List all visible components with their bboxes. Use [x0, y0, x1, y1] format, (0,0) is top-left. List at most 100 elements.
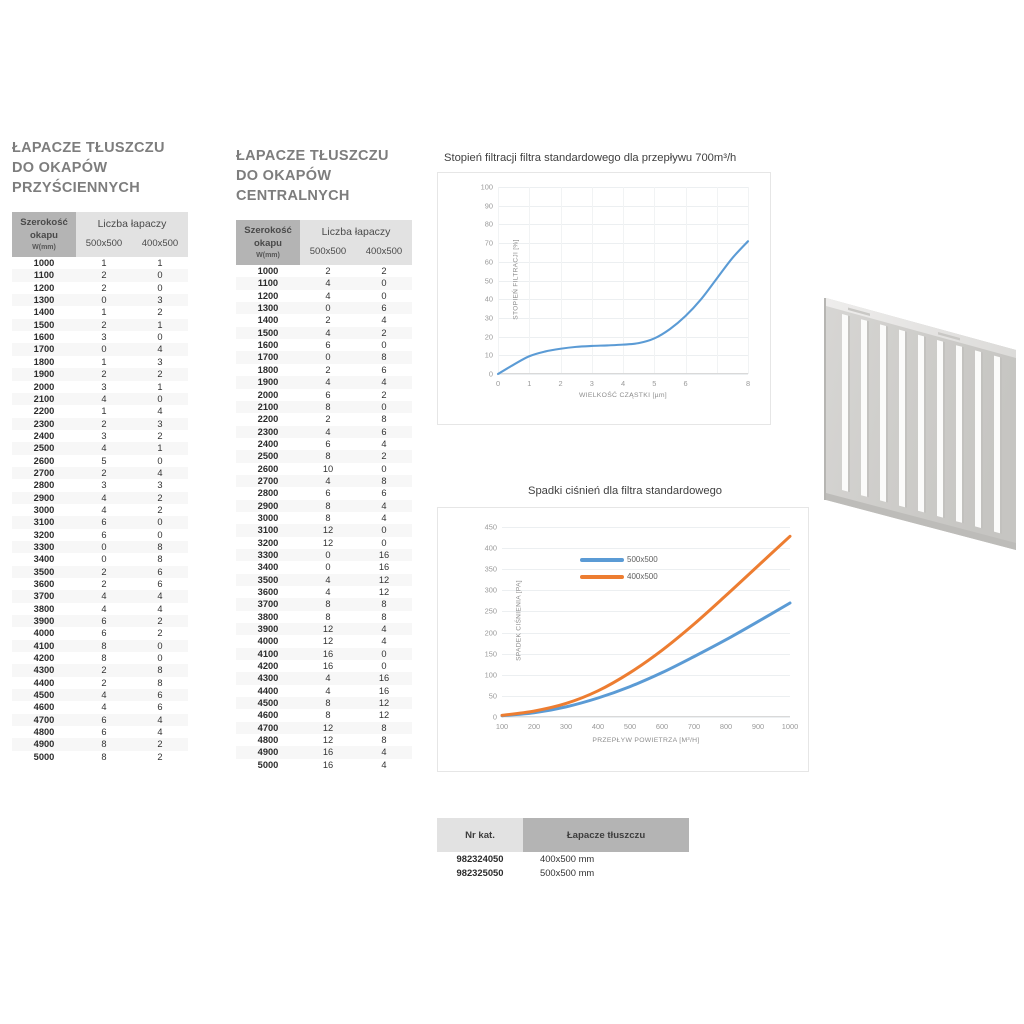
- table-title-line: ŁAPACZE TŁUSZCZU: [236, 148, 389, 164]
- cell-hood-width: 2500: [236, 450, 300, 463]
- table-row: 2600 5 0: [12, 455, 188, 467]
- table-row: 1200 4 0: [236, 290, 412, 302]
- gridline-vertical: [498, 187, 499, 374]
- chart-series-pressure: [500, 534, 792, 718]
- cell-hood-width: 2000: [33, 381, 55, 392]
- legend-swatch: [580, 574, 624, 579]
- table-row: 2000 6 2: [236, 389, 412, 401]
- x-axis-tick: 100: [495, 722, 509, 731]
- y-axis-label-filtration: STOPIEŃ FILTRACJI [%]: [512, 238, 520, 320]
- cell-count-500x500: 8: [300, 697, 356, 710]
- table-title-line: DO OKAPÓW: [236, 168, 332, 184]
- cell-count-400x500: 1: [132, 318, 188, 332]
- cell-count-400x500: 2: [157, 307, 163, 318]
- cell-hood-width: 3600: [33, 579, 55, 589]
- cell-count-500x500: 12: [300, 623, 356, 636]
- cell-count-400x500: 4: [356, 376, 412, 389]
- series-line-400x500: [500, 534, 792, 717]
- table-row: 1600 3 0: [12, 331, 188, 343]
- x-axis-tick: 600: [655, 722, 669, 731]
- cell-hood-width: 1500: [12, 318, 76, 332]
- y-axis-tick: 20: [484, 332, 493, 342]
- x-axis-tick: 3: [589, 379, 594, 388]
- cell-hood-width: 2300: [12, 417, 76, 430]
- cell-count-400x500: 0: [132, 639, 188, 653]
- cell-count-500x500: 4: [300, 425, 356, 438]
- cell-count-500x500: 5: [101, 455, 107, 466]
- x-axis-tick: 1: [527, 379, 532, 388]
- cell-count-500x500: 2: [76, 664, 132, 677]
- table-row: 4500 4 6: [12, 689, 188, 702]
- catalog-table: Nr kat. Łapacze tłuszczu 982324050 400x50…: [437, 818, 689, 880]
- cell-hood-width: 1800: [257, 364, 279, 375]
- table-row: 3200 12 0: [236, 537, 412, 549]
- cell-count-500x500: 16: [300, 647, 356, 661]
- cell-hood-width: 1600: [257, 340, 279, 351]
- cell-hood-width: 5000: [257, 759, 279, 770]
- x-axis-line: [502, 716, 790, 717]
- cell-count-400x500: 2: [157, 430, 163, 441]
- cell-hood-width: 2200: [257, 414, 279, 425]
- cell-count-500x500: 6: [76, 713, 132, 727]
- header-width-unit: W(mm): [256, 251, 280, 259]
- table-title-line: PRZYŚCIENNYCH: [12, 180, 140, 196]
- table-row: 4400 4 16: [236, 685, 412, 697]
- cell-count-500x500: 8: [101, 653, 107, 664]
- cell-count-400x500: 4: [356, 746, 412, 759]
- cell-count-500x500: 3: [101, 430, 107, 441]
- table-row: 4000 6 2: [12, 627, 188, 639]
- cell-hood-width: 4600: [33, 702, 55, 713]
- table-row: 2300 4 6: [236, 425, 412, 438]
- cell-count-500x500: 1: [101, 356, 107, 367]
- cell-count-500x500: 4: [300, 326, 356, 340]
- cell-hood-width: 1500: [236, 326, 300, 340]
- table-subheader-row: 500x500 400x500: [12, 234, 188, 258]
- cell-hood-width: 2000: [257, 389, 279, 400]
- header-size-500x500: 500x500: [300, 242, 356, 266]
- table-row: 4400 2 8: [12, 677, 188, 689]
- cell-count-400x500: 4: [157, 727, 163, 738]
- chart-plot-pressure: 500x500 400x500 SPADEK CIŚNIENIA [PA] PRZ…: [485, 523, 799, 745]
- chart-title-filtration: Stopień filtracji filtra standardowego d…: [444, 152, 737, 164]
- cell-count-400x500: 16: [356, 548, 412, 562]
- table-wall: Szerokość okapu W(mm) Liczba łapaczy 500…: [12, 212, 188, 763]
- cell-hood-width: 2500: [12, 442, 76, 455]
- cell-hood-width: 2900: [236, 499, 300, 512]
- table-row: 4100 8 0: [12, 639, 188, 653]
- table-title-line: DO OKAPÓW: [12, 160, 108, 176]
- table-row: 3900 12 4: [236, 623, 412, 636]
- cell-count-400x500: 0: [356, 524, 412, 537]
- cell-count-400x500: 4: [381, 759, 387, 770]
- cell-hood-width: 3100: [236, 524, 300, 537]
- gridline-vertical: [685, 187, 687, 374]
- cell-count-500x500: 0: [76, 540, 132, 554]
- cell-count-500x500: 12: [300, 721, 356, 735]
- gridline-vertical: [748, 187, 749, 374]
- cell-count-400x500: 0: [356, 647, 412, 661]
- cell-count-400x500: 2: [132, 491, 188, 504]
- cell-count-400x500: 2: [132, 368, 188, 381]
- table-row: 1800 2 6: [236, 364, 412, 376]
- cell-count-500x500: 12: [322, 735, 334, 746]
- header-size-500x500: 500x500: [76, 234, 132, 258]
- table-row: 3100 12 0: [236, 524, 412, 537]
- table-row: 1900 4 4: [236, 376, 412, 389]
- cell-count-500x500: 0: [300, 548, 356, 562]
- table-row: 3100 6 0: [12, 516, 188, 529]
- y-axis-tick: 40: [484, 294, 493, 304]
- cell-count-500x500: 4: [325, 290, 331, 301]
- cell-count-400x500: 4: [132, 466, 188, 480]
- header-catcher-count: Liczba łapaczy: [300, 220, 412, 243]
- table-row: 4900 16 4: [236, 746, 412, 759]
- x-axis-tick: 900: [751, 722, 765, 731]
- cell-hood-width: 3300: [236, 548, 300, 562]
- cell-count-400x500: 2: [157, 751, 163, 762]
- cell-hood-width: 4800: [257, 735, 279, 746]
- gridline-vertical: [716, 187, 718, 374]
- table-row: 2900 4 2: [12, 491, 188, 504]
- table-header-row: Szerokość okapu W(mm) Liczba łapaczy: [236, 220, 412, 266]
- cell-count-400x500: 4: [356, 623, 412, 636]
- gridline-horizontal: [502, 717, 790, 718]
- cell-count-400x500: 4: [381, 438, 387, 449]
- cell-count-500x500: 6: [76, 615, 132, 628]
